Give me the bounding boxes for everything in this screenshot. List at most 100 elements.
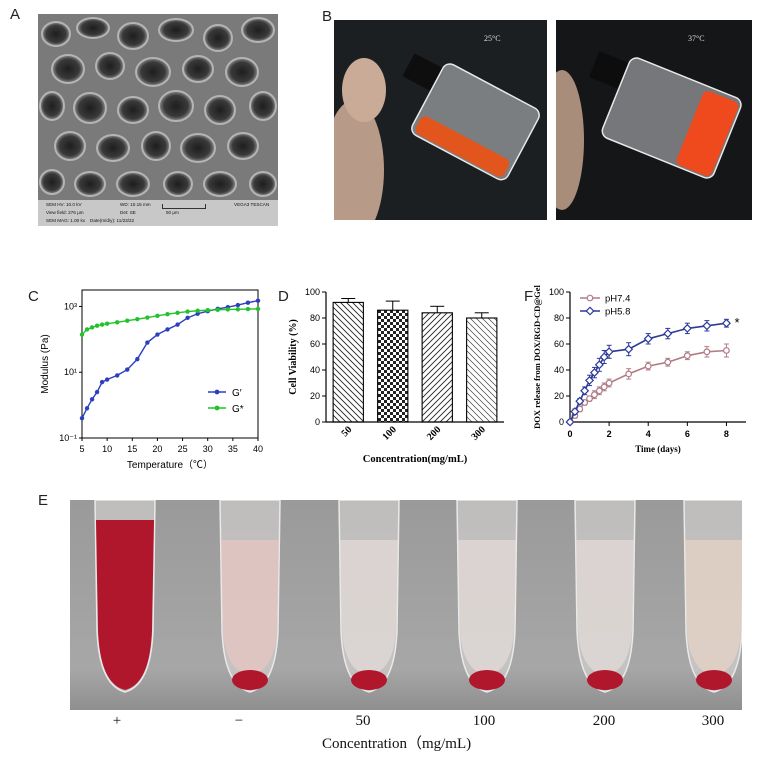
vial-body — [411, 63, 540, 181]
tube — [338, 500, 400, 693]
data-point — [115, 373, 120, 378]
x-tick-label: 2 — [607, 429, 612, 439]
x-tick-label: 8 — [724, 429, 729, 439]
tube-pellet — [469, 670, 505, 690]
panel-label-a: A — [10, 6, 21, 23]
data-point — [255, 306, 261, 312]
x-tick-label: 25 — [178, 444, 188, 454]
data-point — [605, 379, 613, 387]
data-point — [99, 379, 105, 385]
data-point — [599, 352, 609, 362]
data-point — [245, 306, 251, 312]
sem-info-bar: SEM HV: 10.0 kV WD: 10.15 mm VEGA3 TESCA… — [38, 200, 278, 226]
data-point — [84, 327, 90, 332]
panel-label-b: B — [322, 8, 333, 25]
x-axis-label: Temperature（℃） — [127, 459, 213, 471]
tube-supernatant — [576, 540, 634, 676]
hand-fingers-37 — [556, 70, 584, 210]
y-tick-label: 40 — [310, 365, 320, 375]
x-axis-label: Time (days) — [635, 444, 681, 454]
x-tick-label: 300 — [469, 424, 487, 442]
data-point — [115, 320, 120, 325]
y-tick-label: 60 — [554, 339, 564, 349]
series-line-ph74 — [569, 349, 727, 423]
y-tick-label: 20 — [554, 391, 564, 401]
data-point — [235, 307, 241, 312]
x-tick-label: 200 — [425, 424, 443, 442]
sem-mag: SEM MAG: 1.00 kx — [46, 218, 86, 223]
data-point — [195, 308, 200, 313]
y-tick-label: 40 — [554, 365, 564, 375]
hemolysis-photo — [70, 500, 742, 710]
bar — [421, 312, 453, 423]
tube — [574, 500, 636, 693]
data-point — [625, 370, 633, 378]
sem-det: Det: SE — [120, 210, 136, 215]
data-point — [604, 347, 614, 357]
tube — [94, 500, 156, 693]
x-tick-label: 0 — [567, 429, 572, 439]
tube-label: 200 — [592, 713, 616, 729]
legend-label: G′ — [232, 388, 242, 399]
data-point — [600, 383, 608, 391]
hemolysis-tubes — [94, 500, 742, 693]
vial-37c-drawing — [556, 51, 742, 210]
vial-temp-25: 25°C — [484, 34, 501, 43]
data-point — [589, 368, 599, 378]
tube-pellet — [696, 670, 732, 690]
tube-label: 100 — [472, 713, 496, 729]
data-point — [235, 302, 241, 308]
tube-supernatant — [685, 540, 742, 676]
y-axis-label: Modulus (Pa) — [40, 334, 51, 393]
hemolysis-axis-title: Concentration（mg/mL) — [322, 736, 472, 752]
sem-porous-texture — [38, 14, 278, 200]
data-point — [624, 344, 634, 354]
data-point — [663, 329, 673, 339]
tube-label: 50 — [355, 713, 371, 729]
rheology-chart: 5 10 15 20 25 30 35 40 10⁻¹ 10¹ 10³ Temperature（℃） M… — [40, 289, 263, 471]
data-point — [94, 323, 100, 328]
tube-supernatant — [458, 540, 516, 676]
data-point — [702, 321, 712, 331]
tube-pellet — [587, 670, 623, 690]
y-axis-label: DOX release from DOX/RGD-CD@Gel — [532, 284, 542, 428]
x-tick-label: 4 — [646, 429, 651, 439]
data-point — [205, 307, 210, 313]
y-tick-label: 0 — [559, 417, 564, 427]
data-point — [165, 312, 170, 317]
data-point — [155, 332, 160, 337]
y-tick-label: 10³ — [64, 301, 77, 311]
tube — [683, 500, 742, 693]
data-point — [104, 377, 110, 382]
data-point — [79, 415, 85, 421]
x-tick-label: 35 — [228, 444, 238, 454]
panel-label-d: D — [278, 288, 289, 305]
vial-liquid — [415, 116, 510, 177]
data-point — [135, 356, 140, 362]
data-point — [664, 358, 672, 366]
data-point — [84, 406, 90, 411]
data-point — [89, 397, 95, 402]
series-line-g-double — [81, 308, 259, 336]
data-point — [255, 298, 261, 303]
x-tick-label: 5 — [79, 444, 84, 454]
bar — [377, 309, 409, 423]
hand-fingers — [334, 100, 384, 220]
significance-star: * — [734, 315, 739, 330]
vial-25c-drawing — [334, 53, 540, 220]
cell-viability-chart: 0 20 40 60 80 100 50 100 200 300 Concentration(mg/… — [288, 287, 504, 465]
sem-scale-bar — [162, 204, 206, 209]
x-tick-label: 40 — [253, 444, 263, 454]
tube-supernatant — [340, 540, 398, 676]
tube-pellet — [232, 670, 268, 690]
data-point — [125, 367, 130, 372]
sem-view-field: View field: 276 μm — [46, 210, 84, 215]
legend-marker — [586, 294, 594, 302]
legend-label: G* — [232, 404, 244, 415]
data-point — [580, 386, 590, 396]
y-tick-label: 20 — [310, 391, 320, 401]
x-tick-label: 30 — [203, 444, 213, 454]
panel-label-f: F — [524, 288, 534, 305]
thumb — [342, 58, 386, 122]
y-tick-label: 60 — [310, 339, 320, 349]
